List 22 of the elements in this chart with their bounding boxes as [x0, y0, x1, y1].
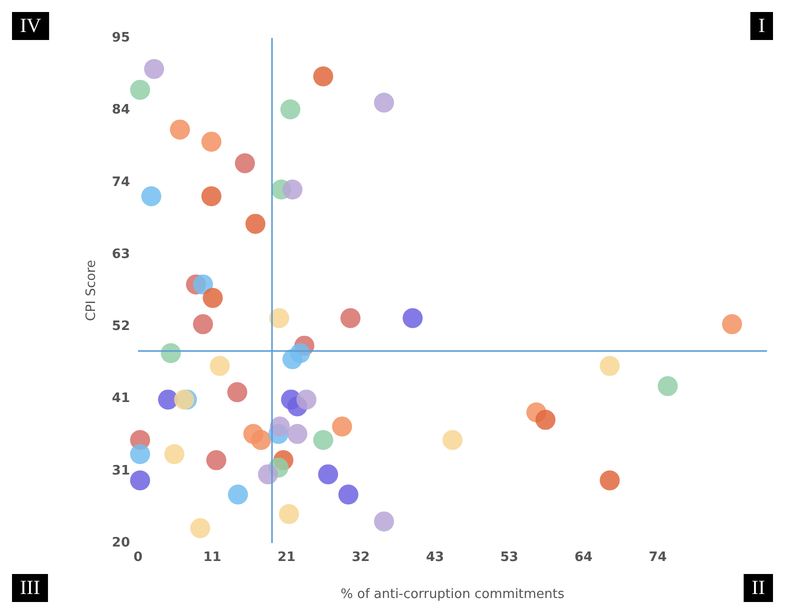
y-tick-label: 31: [112, 463, 130, 478]
y-tick-label: 20: [112, 536, 130, 550]
text: II: [752, 577, 766, 599]
x-tick-label: 0: [133, 550, 143, 565]
y-tick-label: 41: [112, 391, 130, 406]
y-tick-label: 84: [112, 102, 130, 118]
text: IV: [20, 15, 42, 37]
x-tick-label: 11: [203, 550, 222, 565]
text: III: [20, 577, 40, 599]
text: I: [758, 15, 766, 37]
y-tick-label: 74: [112, 174, 130, 190]
x-tick-label: 21: [277, 550, 296, 565]
y-axis-title: CPI Score: [84, 260, 99, 322]
x-axis-title: % of anti-corruption commitments: [340, 587, 565, 602]
x-tick-label: 64: [574, 550, 593, 565]
y-tick-label: 63: [112, 246, 130, 262]
x-tick-label: 74: [648, 550, 667, 565]
x-tick-label: 32: [352, 550, 370, 565]
x-tick-label: 43: [426, 550, 444, 565]
y-tick-label: 52: [112, 319, 130, 334]
x-tick-label: 53: [500, 550, 518, 565]
y-tick-label: 95: [112, 30, 130, 46]
